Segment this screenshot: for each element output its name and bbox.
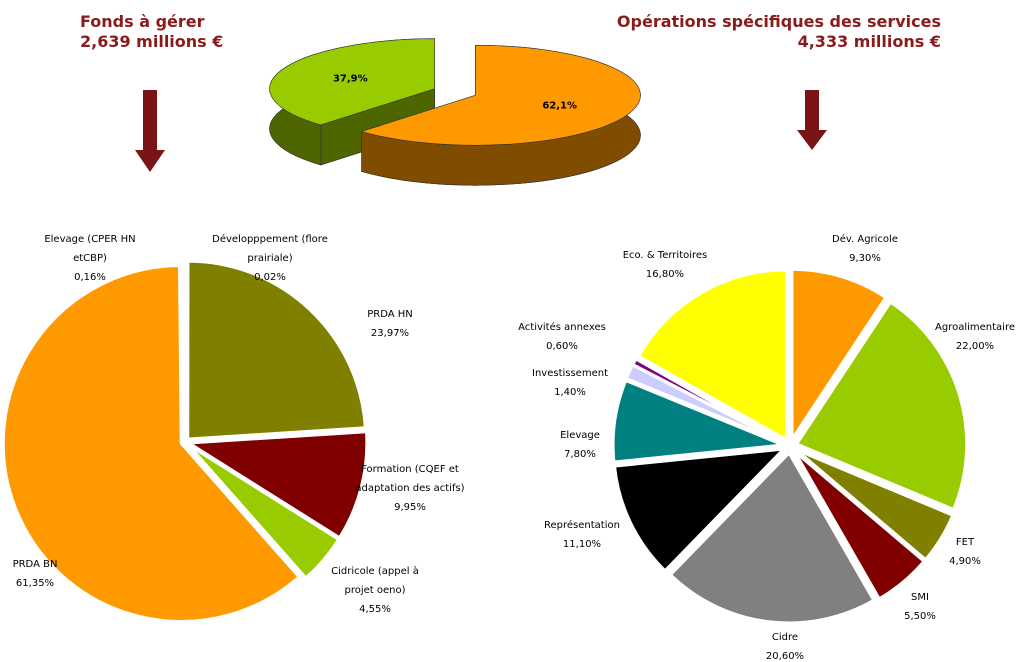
heading: Opérations spécifiques des services 4,33…: [617, 12, 941, 52]
slice-label: Représentation 11,10%: [527, 516, 637, 554]
data-label: 1,40%: [554, 387, 586, 398]
slice-label: Investissement 1,40%: [515, 364, 625, 402]
category-label: Cidre: [771, 632, 799, 643]
slice: [1, 263, 302, 623]
data-label: 4,55%: [359, 604, 391, 615]
slice: [360, 44, 641, 146]
heading-amount: 2,639 millions €: [80, 32, 224, 51]
category-label: Elevage (CPER HN etCBP): [44, 234, 136, 264]
slice-label: Formation (CQEF et adaptation des actifs…: [350, 460, 470, 517]
heading-title: Opérations spécifiques des services: [616, 12, 941, 31]
slice: [611, 378, 784, 464]
category-label: PRDA BN: [12, 559, 58, 570]
data-label: 0,02%: [254, 272, 286, 283]
slice-label: Elevage 7,80%: [525, 426, 635, 464]
slice: [184, 430, 369, 540]
arrow: [797, 90, 827, 150]
category-label: FET: [955, 537, 975, 548]
category-label: Développpement (flore prairiale): [212, 234, 328, 264]
slice-label: Cidre 20,60%: [730, 628, 840, 662]
data-label: 22,00%: [955, 341, 995, 352]
data-label: 0,60%: [546, 341, 578, 352]
slice-label: FET 4,90%: [910, 533, 1019, 571]
data-label: 7,80%: [564, 449, 596, 460]
data-label: 9,95%: [394, 502, 426, 513]
slice-label: Cidricole (appel à projet oeno) 4,55%: [315, 562, 435, 619]
data-label: 4,90%: [949, 556, 981, 567]
category-label: PRDA HN: [367, 309, 413, 320]
arrow: [135, 90, 165, 172]
slice: [612, 447, 788, 573]
slice-label: SMI 5,50%: [865, 588, 975, 626]
data-label: 11,10%: [562, 539, 602, 550]
data-label: 0,16%: [74, 272, 106, 283]
slice-label: Dév. Agricole 9,30%: [810, 230, 920, 268]
slice: [269, 38, 435, 126]
slice: [790, 267, 888, 445]
slice: [668, 450, 876, 625]
slice: [186, 259, 367, 441]
category-label: Dév. Agricole: [832, 234, 898, 245]
data-label: 61,35%: [15, 578, 55, 589]
slice: [794, 300, 969, 512]
data-label: 16,80%: [645, 269, 685, 280]
category-label: SMI: [911, 592, 929, 603]
slice-label: PRDA BN 61,35%: [0, 555, 95, 593]
category-label: Représentation: [544, 520, 620, 531]
category-label: Eco. & Territoires: [622, 250, 708, 261]
slice-label: Activités annexes 0,60%: [507, 318, 617, 356]
slice: [794, 448, 955, 562]
category-label: Agroalimentaire: [935, 322, 1015, 333]
slice: [186, 443, 341, 581]
category-label: Investissement: [532, 368, 608, 379]
category-label: Activités annexes: [518, 322, 606, 333]
data-label: 20,60%: [765, 651, 805, 662]
slice-label: Développpement (flore prairiale) 0,02%: [210, 230, 330, 287]
heading-amount: 4,333 millions €: [797, 32, 941, 51]
slice-label: PRDA HN 23,97%: [330, 305, 450, 343]
slice: [181, 258, 187, 439]
heading: Fonds à gérer 2,639 millions €: [80, 12, 223, 52]
data-label: 23,97%: [370, 328, 410, 339]
data-label: 37,9%: [333, 74, 368, 85]
category-label: Formation (CQEF et adaptation des actifs…: [355, 464, 465, 494]
slice-label: Eco. & Territoires 16,80%: [610, 246, 720, 284]
data-label: 9,30%: [849, 253, 881, 264]
heading-title: Fonds à gérer: [80, 12, 205, 31]
slice: [793, 450, 927, 601]
data-label: 5,50%: [904, 611, 936, 622]
category-label: Cidricole (appel à projet oeno): [331, 566, 419, 596]
slice-label: Elevage (CPER HN etCBP) 0,16%: [30, 230, 150, 287]
data-label: 62,1%: [542, 100, 577, 111]
slice-label: Agroalimentaire 22,00%: [920, 318, 1019, 356]
slice: [630, 356, 785, 444]
category-label: Elevage: [560, 430, 600, 441]
slice: [636, 268, 788, 443]
